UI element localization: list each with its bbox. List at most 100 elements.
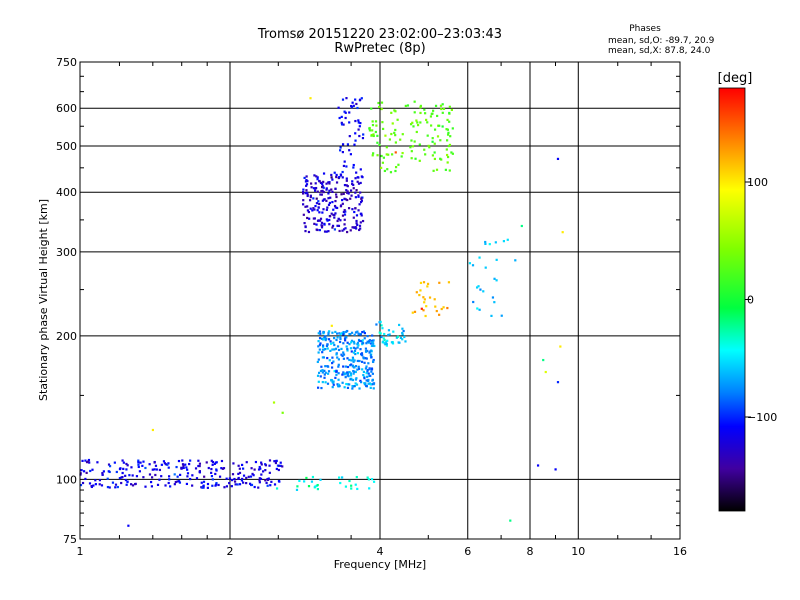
data-point [353, 384, 356, 388]
data-point [346, 143, 350, 146]
data-point [181, 459, 184, 462]
data-point [98, 483, 101, 486]
data-point [368, 351, 371, 354]
data-point [325, 344, 329, 348]
data-point [352, 163, 355, 167]
data-point [328, 218, 331, 222]
data-point [357, 365, 360, 368]
data-point [273, 460, 276, 463]
data-point [410, 157, 413, 160]
data-point [349, 333, 352, 336]
data-point [495, 258, 498, 261]
data-point [238, 467, 241, 470]
data-point [365, 384, 368, 388]
data-point [359, 200, 363, 204]
data-point [334, 206, 337, 209]
x-tick-label: 16 [673, 545, 687, 558]
data-point [326, 347, 329, 350]
data-point [365, 379, 368, 382]
data-point [345, 330, 348, 333]
data-point [351, 356, 355, 359]
data-point [336, 356, 339, 359]
data-point [401, 338, 404, 341]
data-point [359, 348, 362, 351]
data-point [220, 459, 224, 463]
data-point [304, 205, 307, 208]
data-point [438, 313, 441, 316]
data-point [381, 127, 385, 131]
data-point [247, 475, 250, 478]
data-point [302, 188, 305, 191]
data-point [328, 189, 331, 192]
data-point [554, 468, 557, 471]
data-point [354, 370, 357, 374]
data-point [445, 128, 448, 131]
data-point [339, 146, 342, 149]
data-point [390, 111, 393, 114]
data-point [423, 298, 426, 301]
data-point [438, 124, 441, 127]
data-point [272, 401, 276, 404]
data-point [360, 97, 363, 100]
data-point [164, 484, 167, 487]
data-point [333, 204, 337, 208]
data-point [345, 189, 348, 192]
data-point [385, 146, 388, 149]
colorbar-ticks: 100 0 −100 [745, 176, 777, 424]
data-point [321, 344, 325, 347]
data-point [320, 365, 323, 368]
data-point [413, 111, 416, 114]
data-point [316, 374, 320, 377]
data-point [333, 171, 336, 174]
x-tick-label: 2 [227, 545, 234, 558]
data-point [318, 179, 321, 183]
data-point [343, 223, 346, 226]
data-point [166, 463, 169, 466]
data-point [318, 348, 321, 351]
data-point [365, 372, 368, 375]
data-point [352, 340, 356, 343]
data-point [394, 166, 398, 169]
data-point [360, 197, 363, 200]
data-point [353, 143, 356, 146]
data-point [414, 157, 417, 160]
data-point [403, 335, 406, 339]
data-point [365, 342, 368, 345]
data-point [338, 116, 341, 120]
data-point [363, 337, 366, 340]
data-point [327, 333, 330, 336]
data-point [419, 121, 422, 124]
data-point [340, 115, 343, 118]
data-point [225, 485, 229, 488]
data-point [349, 374, 353, 377]
data-point [420, 307, 423, 310]
data-point [264, 464, 268, 467]
data-point [210, 474, 214, 478]
data-point [266, 478, 270, 481]
data-point [366, 368, 369, 372]
data-point [370, 134, 373, 137]
data-point [113, 461, 116, 464]
data-point [440, 307, 443, 311]
data-point [351, 208, 354, 211]
data-point [447, 144, 450, 148]
data-point [354, 177, 357, 180]
data-point [346, 347, 349, 351]
data-point [411, 145, 415, 148]
data-point [468, 262, 472, 265]
data-point [281, 411, 284, 414]
data-point [394, 110, 397, 113]
data-point [359, 191, 362, 194]
data-point [311, 475, 315, 479]
data-point [336, 219, 339, 223]
data-point [332, 213, 335, 217]
data-point [415, 291, 418, 294]
data-point [320, 386, 323, 390]
data-point [111, 481, 115, 484]
data-point [338, 384, 341, 388]
data-point [319, 369, 323, 373]
data-point [339, 204, 343, 207]
data-point [320, 337, 324, 340]
data-point [337, 217, 340, 221]
data-point [346, 372, 350, 376]
